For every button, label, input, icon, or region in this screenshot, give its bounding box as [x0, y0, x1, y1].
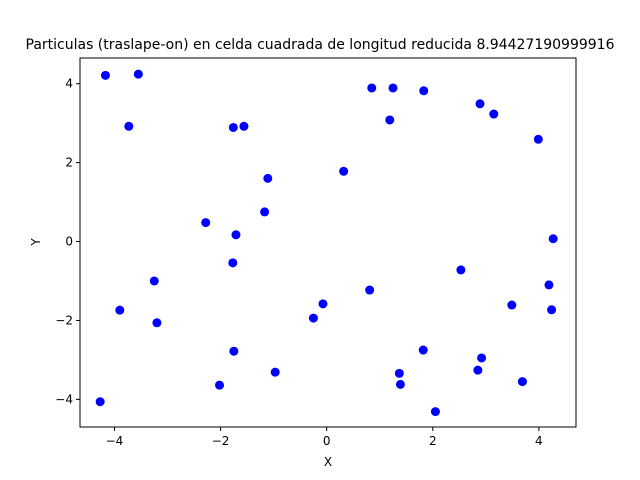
x-tick-label: −4 — [106, 434, 124, 448]
data-point-2 — [124, 121, 134, 131]
data-point-39 — [430, 407, 440, 417]
data-point-22 — [115, 305, 125, 315]
data-point-12 — [339, 166, 349, 176]
x-tick-label: 2 — [429, 434, 437, 448]
x-tick-label: 0 — [323, 434, 331, 448]
data-point-4 — [239, 121, 249, 131]
x-axis-ticks: −4 −2 0 2 4 — [106, 427, 543, 448]
data-point-10 — [489, 109, 499, 119]
data-point-6 — [388, 83, 398, 93]
data-point-26 — [308, 313, 318, 323]
data-point-18 — [548, 234, 558, 244]
data-point-29 — [229, 346, 239, 356]
data-point-20 — [544, 280, 554, 290]
data-point-24 — [365, 285, 375, 295]
data-point-27 — [507, 300, 517, 310]
data-point-25 — [318, 299, 328, 309]
y-tick-label: 4 — [65, 77, 73, 91]
y-axis-label: Y — [29, 238, 43, 247]
y-tick-label: 0 — [65, 235, 73, 249]
data-point-3 — [228, 122, 238, 132]
data-point-35 — [215, 380, 225, 390]
data-point-32 — [270, 367, 280, 377]
data-point-13 — [263, 173, 273, 183]
data-point-7 — [419, 86, 429, 96]
data-point-15 — [201, 218, 211, 228]
data-point-21 — [149, 276, 159, 286]
data-point-14 — [260, 207, 270, 217]
x-tick-label: −2 — [212, 434, 230, 448]
data-point-34 — [473, 365, 483, 375]
data-point-36 — [395, 379, 405, 389]
plot-frame — [79, 57, 577, 428]
y-tick-label: −2 — [55, 313, 73, 327]
data-point-23 — [152, 318, 162, 328]
data-points — [95, 69, 558, 417]
data-point-16 — [231, 230, 241, 240]
data-point-30 — [418, 345, 428, 355]
x-axis-label: X — [324, 455, 332, 469]
data-point-38 — [95, 397, 105, 407]
data-point-5 — [367, 83, 377, 93]
y-tick-label: 2 — [65, 156, 73, 170]
data-point-17 — [228, 258, 238, 268]
data-point-33 — [394, 368, 404, 378]
data-point-31 — [477, 353, 487, 363]
data-point-1 — [133, 69, 143, 79]
chart-title: Particulas (traslape-on) en celda cuadra… — [26, 37, 615, 53]
data-point-11 — [533, 134, 543, 144]
x-tick-label: 4 — [535, 434, 543, 448]
data-point-8 — [385, 115, 395, 125]
data-point-19 — [456, 265, 466, 275]
data-point-37 — [517, 377, 527, 387]
data-point-9 — [475, 99, 485, 109]
data-point-28 — [547, 305, 557, 315]
y-tick-label: −4 — [55, 392, 73, 406]
data-point-0 — [100, 70, 110, 80]
y-axis-ticks: −4 −2 0 2 4 — [55, 77, 80, 406]
